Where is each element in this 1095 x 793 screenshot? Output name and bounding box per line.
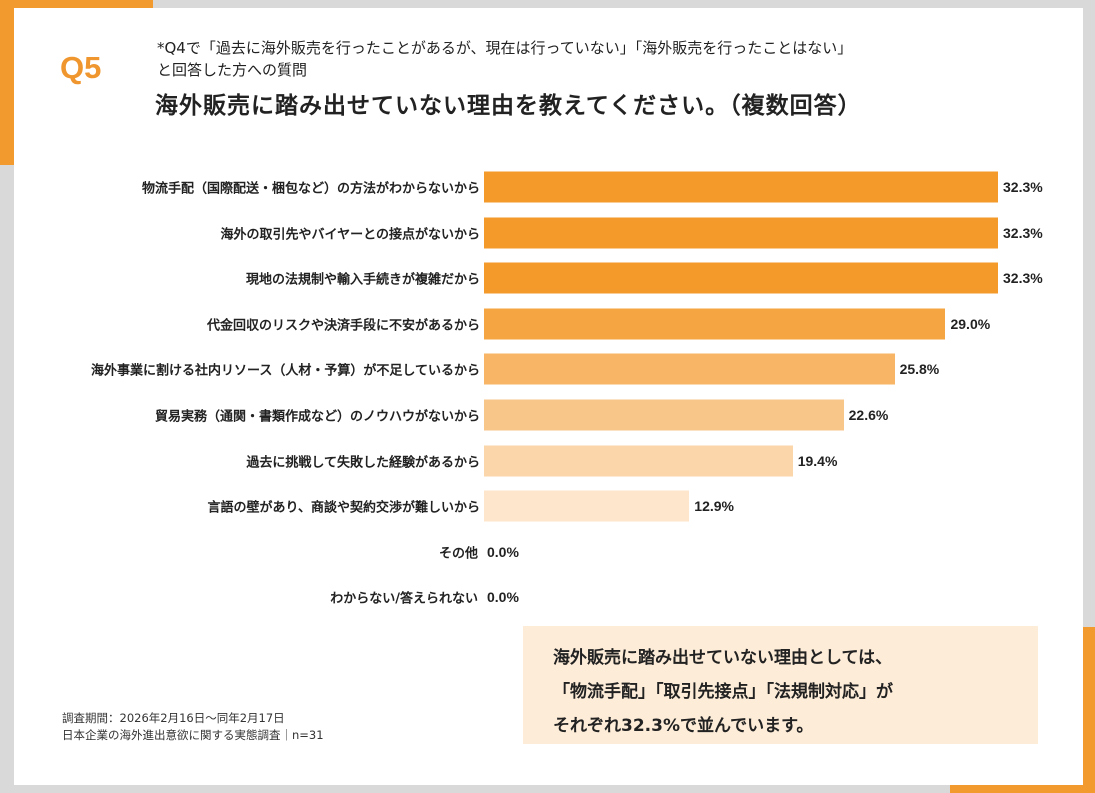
question-note: *Q4で「過去に海外販売を行ったことがあるが、現在は行っていない」「海外販売を行… bbox=[157, 37, 852, 81]
category-label: 言語の壁があり、商談や契約交渉が難しいから bbox=[207, 500, 480, 516]
bar bbox=[484, 445, 793, 477]
value-label: 19.4% bbox=[797, 452, 838, 469]
bar bbox=[484, 490, 690, 522]
bar bbox=[484, 217, 998, 249]
accent-corner-top-left-vertical bbox=[0, 0, 14, 165]
callout-line-1: 海外販売に踏み出せていない理由としては、 bbox=[553, 648, 893, 668]
value-label: 0.0% bbox=[487, 543, 519, 560]
category-label: わからない/答えられない bbox=[330, 591, 478, 607]
category-label: 物流手配（国際配送・梱包など）の方法がわからないから bbox=[141, 181, 480, 197]
bar bbox=[484, 171, 998, 203]
value-label: 29.0% bbox=[950, 315, 991, 332]
accent-corner-bottom-right-vertical bbox=[1083, 627, 1095, 793]
value-label: 12.9% bbox=[694, 498, 734, 515]
summary-callout: 海外販売に踏み出せていない理由としては、 「物流手配」「取引先接点」「法規制対応… bbox=[523, 626, 1038, 744]
bar bbox=[484, 353, 895, 385]
category-label: 貿易実務（通関・書類作成など）のノウハウがないから bbox=[154, 409, 480, 425]
callout-line-2: 「物流手配」「取引先接点」「法規制対応」が bbox=[553, 682, 893, 702]
value-label: 22.6% bbox=[848, 407, 889, 423]
bar bbox=[484, 308, 946, 340]
survey-name: 日本企業の海外進出意欲に関する実態調査｜n=31 bbox=[62, 728, 324, 742]
accent-corner-bottom-right-horizontal bbox=[950, 785, 1095, 793]
page-title: 海外販売に踏み出せていない理由を教えてください。（複数回答） bbox=[155, 93, 862, 119]
category-label: 代金回収のリスクや決済手段に不安があるから bbox=[206, 318, 480, 334]
value-label: 32.3% bbox=[1003, 179, 1043, 195]
note-line-2: と回答した方への質問 bbox=[157, 61, 308, 79]
question-number: Q5 bbox=[60, 50, 102, 85]
value-label: 32.3% bbox=[1003, 224, 1043, 241]
value-label: 25.8% bbox=[899, 361, 940, 378]
accent-corner-top-left-horizontal bbox=[0, 0, 153, 8]
category-label: 海外の取引先やバイヤーとの接点がないから bbox=[220, 227, 480, 243]
survey-footer: 調査期間：2026年2月16日～同年2月17日 日本企業の海外進出意欲に関する実… bbox=[62, 710, 324, 744]
bar bbox=[484, 262, 998, 294]
callout-line-3: それぞれ32.3%で並んでいます。 bbox=[553, 716, 814, 736]
category-label: その他 bbox=[438, 546, 478, 562]
value-label: 0.0% bbox=[487, 589, 519, 606]
category-label: 海外事業に割ける社内リソース（人材・予算）が不足しているから bbox=[91, 363, 480, 379]
bar bbox=[484, 399, 844, 431]
survey-period: 調査期間：2026年2月16日～同年2月17日 bbox=[62, 711, 285, 725]
value-label: 32.3% bbox=[1003, 270, 1043, 287]
note-line-1: *Q4で「過去に海外販売を行ったことがあるが、現在は行っていない」「海外販売を行… bbox=[157, 39, 853, 57]
category-label: 過去に挑戦して失敗した経験があるから bbox=[246, 455, 480, 471]
category-label: 現地の法規制や輸入手続きが複雑だから bbox=[245, 272, 480, 288]
